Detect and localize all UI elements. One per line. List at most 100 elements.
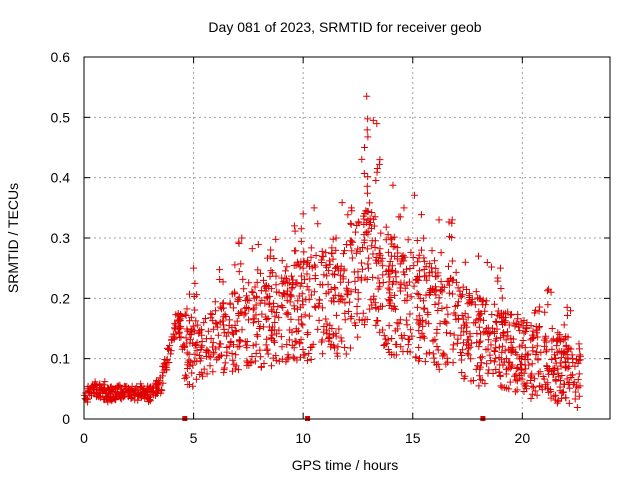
data-point: [354, 218, 362, 226]
data-point: [342, 240, 350, 248]
data-point: [86, 389, 94, 397]
data-point: [530, 333, 538, 341]
data-point: [303, 270, 311, 278]
data-point: [486, 351, 494, 359]
data-point: [163, 359, 171, 367]
data-point: [422, 262, 430, 270]
y-tick-label: 0.6: [51, 49, 71, 65]
data-point: [196, 357, 204, 365]
data-point: [245, 279, 253, 287]
data-point: [488, 263, 496, 271]
data-point: [272, 235, 280, 243]
data-point: [237, 308, 245, 316]
chart-title: Day 081 of 2023, SRMTID for receiver geo…: [208, 19, 481, 35]
data-point: [464, 345, 472, 353]
data-point: [363, 92, 371, 100]
data-point: [191, 279, 199, 287]
data-point: [384, 336, 392, 344]
data-point: [372, 176, 380, 184]
data-point: [454, 284, 462, 292]
data-point: [253, 331, 261, 339]
data-point: [560, 321, 568, 329]
y-tick-labels: 0 0.1 0.2 0.3 0.4 0.5 0.6: [51, 49, 71, 427]
data-point: [268, 285, 276, 293]
data-point: [540, 342, 548, 350]
data-point: [363, 126, 371, 134]
data-point: [212, 319, 220, 327]
data-point: [85, 388, 93, 396]
data-point: [317, 256, 325, 264]
data-point: [437, 249, 445, 257]
data-point: [282, 275, 290, 283]
data-point: [267, 327, 275, 335]
data-point: [176, 324, 184, 332]
data-point: [226, 299, 234, 307]
data-point: [326, 260, 334, 268]
data-point: [542, 383, 550, 391]
data-point: [218, 351, 226, 359]
data-point: [263, 345, 271, 353]
data-point: [508, 363, 516, 371]
data-point: [571, 395, 579, 403]
data-point: [404, 236, 412, 244]
data-point: [176, 317, 184, 325]
data-point: [500, 328, 508, 336]
data-point: [416, 333, 424, 341]
data-point: [563, 303, 571, 311]
y-tick-label: 0: [62, 411, 70, 427]
data-point: [500, 310, 508, 318]
data-point: [334, 352, 342, 360]
data-point: [513, 365, 521, 373]
data-point: [467, 299, 475, 307]
data-point: [415, 251, 423, 259]
y-tick-label: 0.2: [51, 290, 71, 306]
data-point: [328, 244, 336, 252]
y-tick-label: 0.4: [51, 170, 71, 186]
data-point: [375, 249, 383, 257]
data-point: [548, 324, 556, 332]
data-point: [243, 344, 251, 352]
data-point: [439, 352, 447, 360]
data-point: [368, 237, 376, 245]
data-point: [247, 358, 255, 366]
data-point: [338, 337, 346, 345]
data-point: [325, 257, 333, 265]
data-point: [410, 282, 418, 290]
data-point: [214, 323, 222, 331]
x-tick-label: 5: [190, 430, 198, 446]
data-point: [305, 312, 313, 320]
data-point: [314, 325, 322, 333]
data-point: [456, 291, 464, 299]
data-point: [407, 293, 415, 301]
data-point: [354, 333, 362, 341]
data-point: [235, 268, 243, 276]
data-point: [518, 375, 526, 383]
data-point: [95, 386, 103, 394]
data-point: [425, 290, 433, 298]
data-point: [329, 255, 337, 263]
data-point: [484, 336, 492, 344]
data-point: [260, 360, 268, 368]
data-point: [520, 329, 528, 337]
data-point: [299, 210, 307, 218]
data-point: [391, 305, 399, 313]
data-point: [347, 315, 355, 323]
data-point: [160, 360, 168, 368]
data-point: [216, 318, 224, 326]
data-point: [543, 362, 551, 370]
data-point: [475, 382, 483, 390]
data-point: [457, 348, 465, 356]
data-point: [557, 376, 565, 384]
data-point: [563, 347, 571, 355]
data-point: [401, 284, 409, 292]
data-point: [133, 386, 141, 394]
data-point: [192, 375, 200, 383]
data-point: [177, 333, 185, 341]
data-point: [120, 388, 128, 396]
data-point: [416, 273, 424, 281]
data-point: [576, 382, 584, 390]
data-point: [280, 289, 288, 297]
data-point: [232, 365, 240, 373]
data-point: [463, 349, 471, 357]
